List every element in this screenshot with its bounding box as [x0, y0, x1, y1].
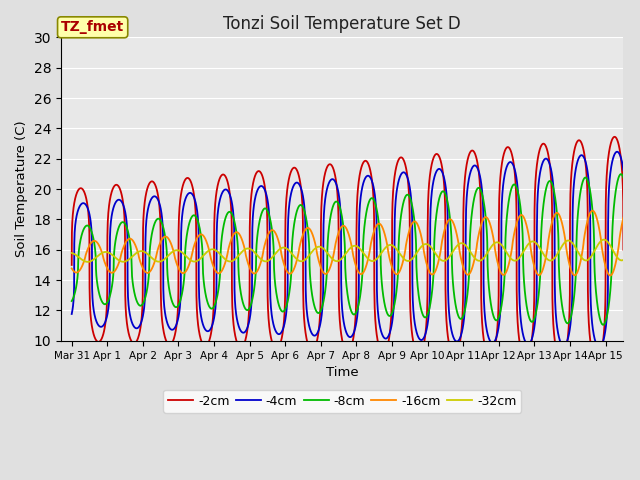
-4cm — [164, 320, 172, 326]
Title: Tonzi Soil Temperature Set D: Tonzi Soil Temperature Set D — [223, 15, 461, 33]
-8cm — [68, 298, 76, 304]
-16cm — [606, 273, 614, 278]
-2cm — [549, 318, 557, 324]
-16cm — [620, 215, 627, 221]
-32cm — [84, 259, 92, 265]
-32cm — [164, 253, 172, 259]
Line: -8cm: -8cm — [72, 174, 623, 325]
-2cm — [303, 339, 311, 345]
-2cm — [620, 247, 627, 252]
-8cm — [620, 175, 627, 180]
-2cm — [164, 340, 172, 346]
-4cm — [131, 324, 138, 330]
-16cm — [609, 270, 617, 276]
-4cm — [609, 156, 616, 162]
-4cm — [68, 311, 76, 317]
-8cm — [280, 309, 287, 314]
Line: -16cm: -16cm — [72, 211, 623, 276]
-2cm — [280, 325, 287, 331]
-16cm — [549, 216, 557, 221]
-32cm — [68, 250, 76, 256]
-8cm — [549, 184, 557, 190]
-16cm — [303, 225, 311, 231]
-8cm — [617, 171, 625, 177]
-8cm — [131, 291, 138, 297]
-32cm — [303, 255, 311, 261]
Line: -2cm: -2cm — [72, 137, 623, 362]
X-axis label: Time: Time — [326, 366, 358, 379]
Legend: -2cm, -4cm, -8cm, -16cm, -32cm: -2cm, -4cm, -8cm, -16cm, -32cm — [163, 390, 522, 412]
-32cm — [609, 247, 617, 253]
-16cm — [164, 235, 172, 240]
-2cm — [611, 134, 618, 140]
-32cm — [550, 256, 557, 262]
Line: -4cm: -4cm — [72, 152, 623, 348]
-2cm — [131, 340, 138, 346]
-2cm — [593, 360, 600, 365]
-8cm — [164, 269, 172, 275]
-16cm — [280, 259, 287, 264]
-16cm — [68, 265, 76, 271]
-4cm — [620, 167, 627, 173]
-8cm — [609, 220, 616, 226]
-4cm — [280, 325, 287, 331]
-4cm — [549, 181, 557, 187]
-4cm — [595, 345, 603, 350]
-2cm — [609, 135, 616, 141]
Line: -32cm: -32cm — [72, 240, 623, 262]
-8cm — [599, 322, 607, 328]
-8cm — [303, 222, 311, 228]
-32cm — [620, 257, 627, 263]
Text: TZ_fmet: TZ_fmet — [61, 20, 124, 34]
-4cm — [613, 149, 621, 155]
Y-axis label: Soil Temperature (C): Soil Temperature (C) — [15, 121, 28, 257]
-2cm — [68, 262, 76, 268]
-4cm — [303, 312, 311, 317]
-32cm — [280, 245, 287, 251]
-16cm — [589, 208, 596, 214]
-32cm — [131, 252, 139, 257]
-32cm — [600, 237, 608, 242]
-16cm — [131, 240, 138, 246]
